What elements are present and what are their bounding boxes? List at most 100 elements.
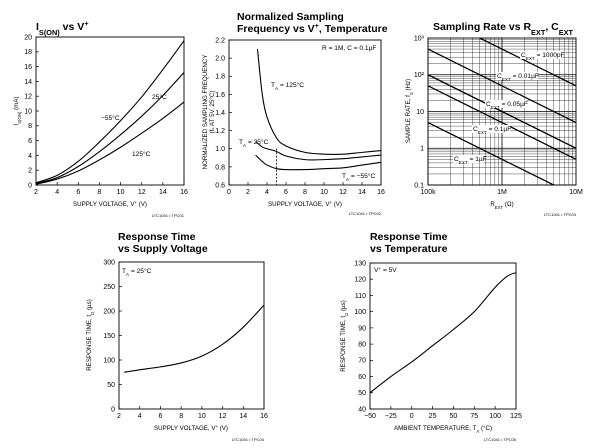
series-line-2-2 — [428, 74, 576, 149]
series-line-0-2 — [35, 101, 185, 185]
y-tick-label: 200 — [103, 308, 115, 315]
plot-frame-4 — [369, 262, 517, 410]
series-annotation: CEXT = 0.01µF — [497, 73, 539, 82]
chart-title-line-1: Normalized Sampling — [237, 11, 344, 23]
series-annotation: CEXT = 1µF — [454, 156, 487, 165]
chart-sampling-rate-vs-rext: Sampling Rate vs REXT, CEXT 100k 1M 10M 0.1 1… — [405, 21, 583, 217]
x-tick-label: 25 — [429, 413, 437, 420]
figure-id: LTC1041 • TPC01 — [152, 213, 185, 218]
plot-frame-2 — [427, 37, 577, 186]
x-axis-label: SUPPLY VOLTAGE, V+ (V) — [73, 200, 147, 209]
y-tick-label: 100 — [354, 309, 366, 316]
series-annotation: TA = 125°C — [271, 81, 304, 91]
chart-title-line-2: vs Temperature — [370, 243, 448, 255]
chart-title: IS(ON) vs V+ — [36, 19, 89, 37]
series-annotation: V+ = 5V — [374, 266, 397, 275]
figure-id: LTC1041 • TPC04 — [232, 437, 265, 442]
y-tick-label: 1.0 — [215, 146, 225, 153]
y-tick-label: 0 — [111, 406, 115, 413]
x-tick-label: 10 — [320, 189, 328, 196]
series-line-1-1 — [255, 141, 382, 161]
series-line-1-2 — [255, 154, 382, 171]
x-tick-label: 6 — [284, 189, 288, 196]
x-axis-label: SUPPLY VOLTAGE, V+ (V) — [268, 200, 342, 209]
y-tick-label: 2.2 — [215, 37, 225, 44]
series-line-2-0 — [478, 38, 576, 87]
annotation-bg — [496, 72, 538, 80]
x-tick-label: 4 — [265, 189, 269, 196]
x-tick-label: 8 — [97, 189, 101, 196]
y-axis-label: SAMPLE RATE, fS (Hz) — [405, 79, 414, 143]
figure-id: LTC1041 • TPC05 — [484, 437, 517, 442]
series-line-4-0 — [369, 272, 517, 394]
x-tick-label: 10 — [117, 189, 125, 196]
x-tick-label: 8 — [179, 413, 183, 420]
y-tick-label: 90 — [358, 325, 366, 332]
annotation-bg — [485, 100, 527, 108]
chart-title-line-2: Frequency vs V+, Temperature — [237, 21, 388, 36]
chart-title: Sampling Rate vs REXT, CEXT — [433, 21, 574, 37]
x-tick-label: 1M — [497, 189, 507, 196]
y-tick-label: 50 — [107, 382, 115, 389]
x-tick-label: 14 — [159, 189, 167, 196]
x-axis-label: REXT (Ω) — [490, 201, 513, 210]
series-group — [428, 38, 576, 185]
y-tick-label: 16 — [24, 64, 32, 71]
x-tick-label: 12 — [138, 189, 146, 196]
y-tick-label: 10³ — [414, 35, 425, 42]
y-tick-label: 10² — [414, 72, 425, 79]
x-tick-label: 12 — [219, 413, 227, 420]
series-annotation: CEXT = 1000pF — [521, 52, 565, 61]
series-annotation: −55°C — [101, 114, 120, 122]
y-tick-label: 150 — [103, 333, 115, 340]
x-tick-label: 0 — [410, 413, 414, 420]
x-tick-label: 14 — [358, 189, 366, 196]
y-tick-label: 120 — [354, 277, 366, 284]
y-tick-label: 8 — [28, 123, 32, 130]
annotation-bg — [520, 51, 562, 59]
x-tick-label: 4 — [55, 189, 59, 196]
y-tick-label: 80 — [358, 342, 366, 349]
x-tick-label: 16 — [377, 189, 385, 196]
y-axis-label: RESPONSE TIME, tD (µs) — [86, 299, 95, 371]
series-annotation: TA = 25°C — [239, 138, 269, 148]
series-line-1-0 — [256, 49, 382, 155]
x-tick-label: 2 — [246, 189, 250, 196]
x-tick-label: 16 — [260, 413, 268, 420]
y-tick-label: 12 — [24, 94, 32, 101]
series-line-2-3 — [428, 85, 576, 160]
x-tick-label: −50 — [364, 413, 376, 420]
x-tick-label: 6 — [76, 189, 80, 196]
y-tick-label: 6 — [28, 138, 32, 145]
series-annotation: TA = −55°C — [342, 172, 375, 182]
y-tick-label: 20 — [24, 34, 32, 41]
x-tick-label: 125 — [510, 413, 522, 420]
x-tick-label: 100 — [489, 413, 501, 420]
y-tick-label: 300 — [103, 259, 115, 266]
series-annotation: CEXT = 0.1µF — [473, 126, 511, 135]
y-tick-label: 0.1 — [414, 182, 424, 189]
y-tick-label: 10 — [24, 108, 32, 115]
y-tick-label: 1.8 — [215, 74, 225, 81]
x-tick-label: 10M — [569, 189, 583, 196]
y-tick-label: 100 — [103, 357, 115, 364]
series-annotation: 25°C — [152, 93, 167, 101]
y-tick-label: 1.2 — [215, 128, 225, 135]
x-axis-label: AMBIENT TEMPERATURE, TA (°C) — [394, 425, 492, 434]
y-tick-label: 50 — [358, 390, 366, 397]
y-tick-label: 70 — [358, 358, 366, 365]
annotation-bg — [472, 125, 510, 133]
y-tick-label: 2 — [28, 168, 32, 175]
x-tick-label: 6 — [158, 413, 162, 420]
y-tick-label: 0.6 — [215, 182, 225, 189]
series-annotation: CEXT = 0.05µF — [486, 101, 528, 110]
x-tick-label: 75 — [470, 413, 478, 420]
x-tick-label: 14 — [239, 413, 247, 420]
chart-title-line-1: Response Time — [370, 231, 448, 243]
figure-id: LTC1041 • TPC03 — [544, 212, 577, 217]
x-tick-label: 4 — [138, 413, 142, 420]
x-tick-label: 10 — [198, 413, 206, 420]
